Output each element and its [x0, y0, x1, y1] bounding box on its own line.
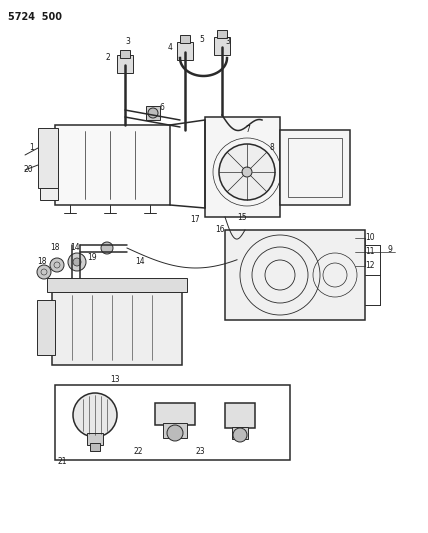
Bar [52, 290, 182, 365]
Text: 19: 19 [87, 254, 97, 262]
Circle shape [219, 144, 275, 200]
Text: 13: 13 [110, 376, 120, 384]
Bar [217, 30, 227, 38]
Bar [55, 385, 290, 460]
Bar [232, 427, 248, 439]
Circle shape [233, 428, 247, 442]
Circle shape [167, 425, 183, 441]
Circle shape [73, 393, 117, 437]
Circle shape [73, 258, 81, 266]
Text: 7: 7 [246, 125, 250, 134]
Bar [225, 403, 255, 428]
Circle shape [37, 265, 51, 279]
Circle shape [148, 108, 158, 118]
Text: 9: 9 [388, 246, 392, 254]
Circle shape [101, 242, 113, 254]
Bar [37, 300, 55, 355]
Bar [288, 138, 342, 197]
Bar [180, 35, 190, 43]
Bar [40, 130, 58, 200]
Bar [90, 443, 100, 451]
Bar [38, 128, 58, 188]
Bar [205, 117, 280, 217]
Bar [280, 130, 350, 205]
Text: 16: 16 [215, 225, 225, 235]
Text: 17: 17 [190, 215, 200, 224]
Text: 14: 14 [70, 244, 80, 253]
Bar [214, 37, 230, 55]
Bar [155, 403, 195, 425]
Circle shape [242, 167, 252, 177]
Text: 8: 8 [270, 143, 274, 152]
Text: 11: 11 [365, 247, 375, 256]
Bar [55, 125, 170, 205]
Text: 23: 23 [195, 448, 205, 456]
Bar [117, 55, 133, 73]
Bar [177, 42, 193, 60]
Bar [87, 433, 103, 445]
Text: 6: 6 [160, 103, 164, 112]
Text: 1: 1 [30, 143, 34, 152]
Text: 5724  500: 5724 500 [8, 12, 62, 22]
Circle shape [50, 258, 64, 272]
Bar [163, 423, 187, 438]
Text: 14: 14 [135, 257, 145, 266]
Text: 18: 18 [50, 244, 60, 253]
Text: 3: 3 [125, 37, 131, 46]
Text: 2: 2 [106, 53, 110, 62]
Text: 4: 4 [168, 44, 172, 52]
Text: 10: 10 [365, 233, 375, 243]
Bar [225, 230, 365, 320]
Text: 21: 21 [57, 457, 67, 466]
Text: 5: 5 [199, 36, 205, 44]
Text: 22: 22 [133, 448, 143, 456]
Bar [146, 106, 160, 120]
Bar [120, 50, 130, 58]
Text: 15: 15 [237, 214, 247, 222]
Text: 20: 20 [23, 166, 33, 174]
Bar [47, 278, 187, 292]
Text: 3: 3 [226, 37, 230, 46]
Circle shape [68, 253, 86, 271]
Text: 12: 12 [365, 262, 375, 271]
Text: 18: 18 [37, 257, 47, 266]
